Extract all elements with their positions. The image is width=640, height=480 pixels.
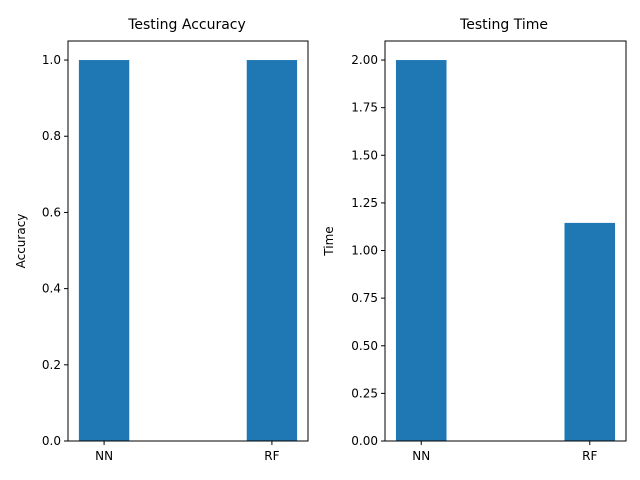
- accuracy-bar-nn: [78, 60, 130, 442]
- time-y-tick-label: 0.50: [351, 339, 378, 353]
- time-x-tick-label: NN: [412, 449, 430, 463]
- accuracy-bar-rf: [246, 60, 298, 442]
- accuracy-chart-panel: Testing Accuracy Accuracy 0.00.20.40.60.…: [14, 17, 309, 463]
- time-chart-title: Testing Time: [459, 17, 548, 33]
- time-y-tick-label: 0.00: [351, 434, 378, 448]
- accuracy-y-tick-label: 0.4: [42, 282, 61, 296]
- accuracy-bars: [78, 60, 298, 442]
- accuracy-y-axis-label: Accuracy: [14, 214, 28, 269]
- time-y-tick-label: 0.25: [351, 386, 378, 400]
- accuracy-x-ticks: NN RF: [95, 441, 280, 463]
- time-y-tick-label: 1.00: [351, 244, 378, 258]
- accuracy-y-tick-label: 0.0: [42, 434, 61, 448]
- time-bar-nn: [395, 60, 447, 442]
- accuracy-x-tick-label: RF: [264, 449, 279, 463]
- time-axes-frame: [384, 40, 627, 442]
- accuracy-x-tick-label: NN: [95, 449, 113, 463]
- time-bars: [395, 60, 616, 442]
- time-bar-rf: [564, 222, 616, 441]
- time-y-tick-label: 2.00: [351, 53, 378, 67]
- accuracy-y-tick-label: 0.8: [42, 129, 61, 143]
- time-y-tick-label: 1.75: [351, 101, 378, 115]
- time-x-ticks: NN RF: [412, 441, 597, 463]
- time-y-axis-label: Time: [322, 226, 336, 256]
- time-x-tick-label: RF: [582, 449, 597, 463]
- time-y-tick-label: 1.50: [351, 148, 378, 162]
- accuracy-y-tick-label: 0.6: [42, 205, 61, 219]
- accuracy-y-tick-label: 0.2: [42, 358, 61, 372]
- time-y-ticks: 0.00 0.25 0.50 0.75 1.00 1.25 1.50 1.75 2.00: [351, 53, 385, 448]
- time-y-tick-label: 1.25: [351, 196, 378, 210]
- accuracy-axes-frame: [67, 40, 309, 442]
- accuracy-y-ticks: 0.0 0.2 0.4 0.6 0.8 1.0: [42, 53, 68, 448]
- time-y-tick-label: 0.75: [351, 291, 378, 305]
- accuracy-chart-title: Testing Accuracy: [127, 17, 246, 33]
- time-chart-panel: Testing Time Time 0.00 0.25 0.50 0.75 1.00 1.…: [322, 17, 627, 463]
- accuracy-y-tick-label: 1.0: [42, 53, 61, 67]
